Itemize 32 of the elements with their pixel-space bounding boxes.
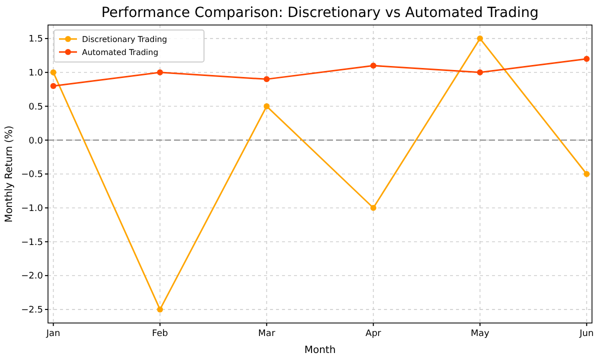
y-tick-label: −2.5 [21,306,43,316]
y-tick-label: 0.5 [28,102,43,112]
x-tick-label: Jan [45,329,60,339]
point [477,36,483,42]
y-tick-label: −0.5 [21,170,43,180]
point [370,204,376,211]
point [264,76,270,82]
y-tick-label: −2.0 [21,272,44,282]
legend-label: Discretionary Trading [82,34,168,44]
x-tick-label: Mar [258,329,276,339]
x-tick-label: Apr [366,329,382,339]
point [477,69,483,76]
point [50,69,56,76]
point [50,82,56,89]
x-axis-title: Month [304,345,336,356]
point [584,171,590,177]
x-tick-label: Feb [152,329,168,339]
point [157,306,163,312]
chart-title: Performance Comparison: Discretionary vs Automated Trading [101,5,539,21]
point [370,62,376,69]
y-tick-label: 1.0 [28,68,44,79]
y-tick-label: −1.5 [21,238,43,248]
x-tick-label: Jun [578,329,594,339]
y-tick-label: 1.5 [28,34,43,45]
x-tick-label: May [470,329,490,339]
point [157,69,163,76]
point [264,103,270,110]
y-tick-label: −1.0 [21,204,44,214]
legend-label: Automated Trading [82,48,158,57]
y-tick-label: 0.0 [28,136,44,146]
point [584,56,590,62]
y-axis-title: Monthly Return (%) [4,125,15,222]
